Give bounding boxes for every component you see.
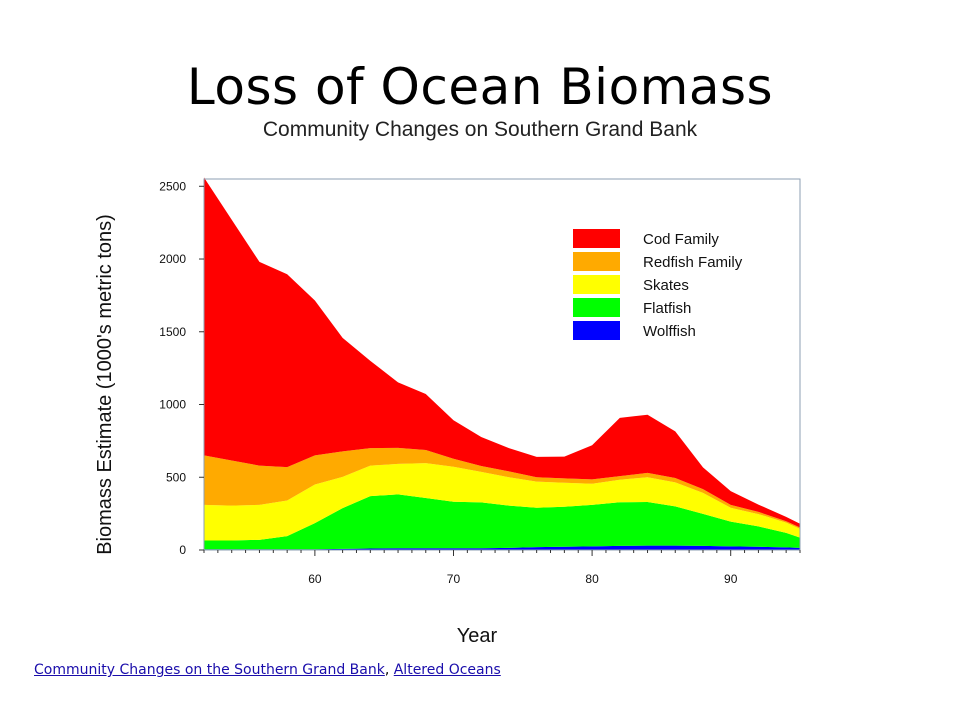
chart-title: Community Changes on Southern Grand Bank (262, 118, 698, 141)
legend-label-flatfish: Flatfish (643, 300, 691, 317)
area-cod-family (204, 177, 800, 528)
plot-frame (203, 178, 801, 551)
legend-swatch-flatfish (573, 298, 620, 317)
legend-swatch-skates (573, 275, 620, 294)
legend-label-cod-family: Cod Family (643, 231, 719, 248)
legend-swatch-wolffish (573, 321, 620, 340)
y-tick-label: 1000 (159, 398, 186, 412)
y-tick-label: 2500 (159, 179, 186, 193)
axes: 0 500 1000 1500 2000 2500 60 70 80 90 (159, 179, 801, 586)
y-tick-label: 500 (166, 470, 186, 484)
x-tick-label: 90 (724, 572, 738, 586)
source-link-altered-oceans[interactable]: Altered Oceans (393, 662, 501, 678)
legend-swatch-cod-family (573, 229, 620, 248)
area-skates (204, 463, 800, 541)
area-redfish-family (204, 447, 800, 529)
y-axis-label: Biomass Estimate (1000's metric tons) (94, 214, 116, 555)
legend-swatch-redfish-family (573, 252, 620, 271)
y-tick-label: 0 (179, 543, 186, 557)
x-axis-label: Year (457, 625, 498, 647)
x-tick-label: 60 (308, 572, 322, 586)
citation-separator: , (384, 662, 394, 678)
source-link-grand-bank[interactable]: Community Changes on the Southern Grand … (34, 662, 385, 678)
y-tick-label: 1500 (159, 325, 186, 339)
source-citation: Community Changes on the Southern Grand … (34, 662, 501, 678)
x-tick-label: 80 (585, 572, 599, 586)
legend-label-redfish-family: Redfish Family (643, 254, 743, 271)
y-tick-label: 2000 (159, 252, 186, 266)
area-wolffish (204, 545, 800, 550)
x-tick-label: 70 (447, 572, 461, 586)
legend: Cod Family Redfish Family Skates Flatfish Wo… (573, 229, 743, 340)
legend-label-wolffish: Wolffish (643, 323, 696, 340)
slide-title: Loss of Ocean Biomass (186, 58, 774, 116)
legend-label-skates: Skates (643, 277, 689, 294)
area-layers (204, 177, 800, 550)
area-flatfish (204, 494, 800, 550)
